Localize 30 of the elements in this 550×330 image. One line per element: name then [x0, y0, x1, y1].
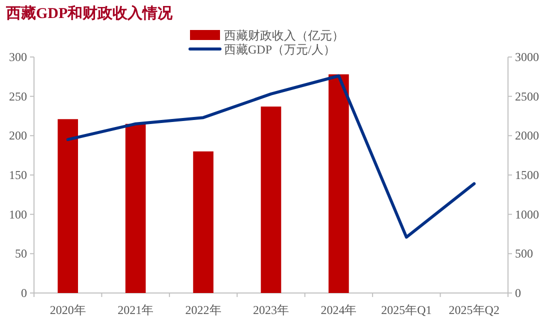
bar [328, 74, 349, 293]
y2-tick-label: 3000 [515, 50, 539, 64]
bar [58, 119, 78, 293]
y-tick-label: 50 [15, 246, 27, 261]
line-series [66, 74, 476, 239]
bar [193, 151, 214, 293]
y-tick-label: 0 [21, 286, 27, 300]
x-tick-label: 2021年 [118, 303, 154, 317]
x-tick-label: 2025年Q1 [381, 303, 432, 317]
y2-tick-label: 2500 [515, 89, 539, 104]
x-tick-label: 2022年 [185, 303, 222, 317]
y-tick-label: 150 [9, 168, 27, 182]
chart-title: 西藏GDP和财政收入情况 [5, 5, 174, 22]
y-tick-label: 250 [9, 89, 27, 104]
y-tick-label: 200 [9, 128, 27, 143]
bar [125, 124, 146, 293]
y2-tick-label: 500 [515, 246, 533, 261]
x-tick-label: 2020年 [50, 303, 86, 317]
y2-tick-label: 1000 [515, 207, 539, 222]
x-tick-label: 2023年 [253, 303, 289, 317]
y-tick-label: 300 [9, 50, 27, 64]
bar [260, 106, 282, 293]
y2-tick-label: 0 [515, 286, 521, 300]
y2-tick-label: 1500 [515, 168, 539, 182]
x-tick-label: 2024年 [320, 303, 357, 317]
legend-label: 西藏财政收入（亿元） [224, 28, 344, 42]
y-tick-label: 100 [9, 207, 27, 222]
y2-tick-label: 2000 [515, 128, 539, 143]
legend-label: 西藏GDP（万元/人） [224, 42, 336, 56]
x-tick-label: 2025年Q2 [448, 303, 500, 317]
